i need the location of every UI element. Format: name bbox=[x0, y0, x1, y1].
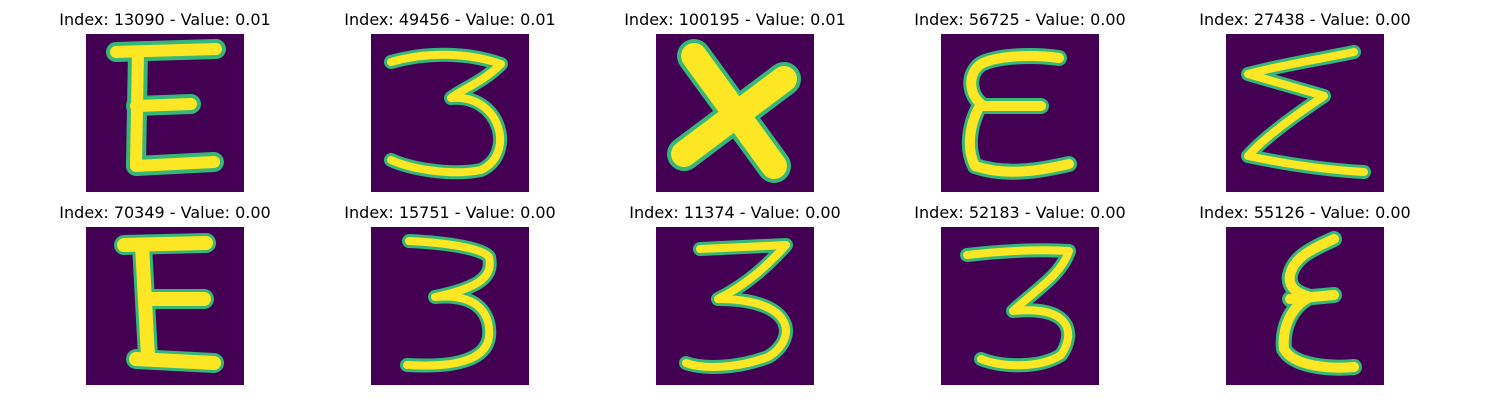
panel-1: Index: 13090 - Value: 0.01 bbox=[45, 0, 285, 192]
panel-title: Index: 70349 - Value: 0.00 bbox=[59, 203, 271, 222]
handwritten-x-image bbox=[667, 39, 801, 183]
handwritten-3-image bbox=[679, 238, 793, 374]
digit-image bbox=[86, 227, 244, 385]
handwritten-e-image bbox=[114, 233, 224, 373]
digit-image bbox=[371, 34, 529, 192]
panel-5: Index: 27438 - Value: 0.00 bbox=[1185, 0, 1425, 192]
digit-image bbox=[86, 34, 244, 192]
panel-2: Index: 49456 - Value: 0.01 bbox=[330, 0, 570, 192]
handwritten-3-image bbox=[400, 234, 497, 373]
panel-title: Index: 56725 - Value: 0.00 bbox=[914, 10, 1126, 29]
panel-4: Index: 56725 - Value: 0.00 bbox=[900, 0, 1140, 192]
panel-title: Index: 11374 - Value: 0.00 bbox=[629, 203, 841, 222]
panel-3: Index: 100195 - Value: 0.01 bbox=[615, 0, 855, 192]
digit-image bbox=[656, 34, 814, 192]
panel-title: Index: 52183 - Value: 0.00 bbox=[914, 203, 1126, 222]
digit-image bbox=[941, 34, 1099, 192]
panel-6: Index: 70349 - Value: 0.00 bbox=[45, 193, 285, 385]
panel-title: Index: 13090 - Value: 0.01 bbox=[59, 10, 271, 29]
handwritten-3-image bbox=[960, 243, 1076, 373]
digit-image bbox=[1226, 34, 1384, 192]
handwritten-epsilon-image bbox=[1275, 231, 1362, 376]
panel-title: Index: 27438 - Value: 0.00 bbox=[1199, 10, 1411, 29]
handwritten-e-image bbox=[961, 48, 1077, 180]
panel-title: Index: 100195 - Value: 0.01 bbox=[624, 10, 846, 29]
digit-image bbox=[941, 227, 1099, 385]
panel-title: Index: 49456 - Value: 0.01 bbox=[344, 10, 556, 29]
panel-8: Index: 11374 - Value: 0.00 bbox=[615, 193, 855, 385]
panel-title: Index: 15751 - Value: 0.00 bbox=[344, 203, 556, 222]
handwritten-sigma-image bbox=[1241, 45, 1371, 179]
handwritten-3-image bbox=[384, 47, 508, 180]
digit-image bbox=[371, 227, 529, 385]
digit-image bbox=[1226, 227, 1384, 385]
panel-7: Index: 15751 - Value: 0.00 bbox=[330, 193, 570, 385]
panel-10: Index: 55126 - Value: 0.00 bbox=[1185, 193, 1425, 385]
digit-image bbox=[656, 227, 814, 385]
handwritten-e-image bbox=[106, 39, 226, 176]
panel-9: Index: 52183 - Value: 0.00 bbox=[900, 193, 1140, 385]
panel-title: Index: 55126 - Value: 0.00 bbox=[1199, 203, 1411, 222]
